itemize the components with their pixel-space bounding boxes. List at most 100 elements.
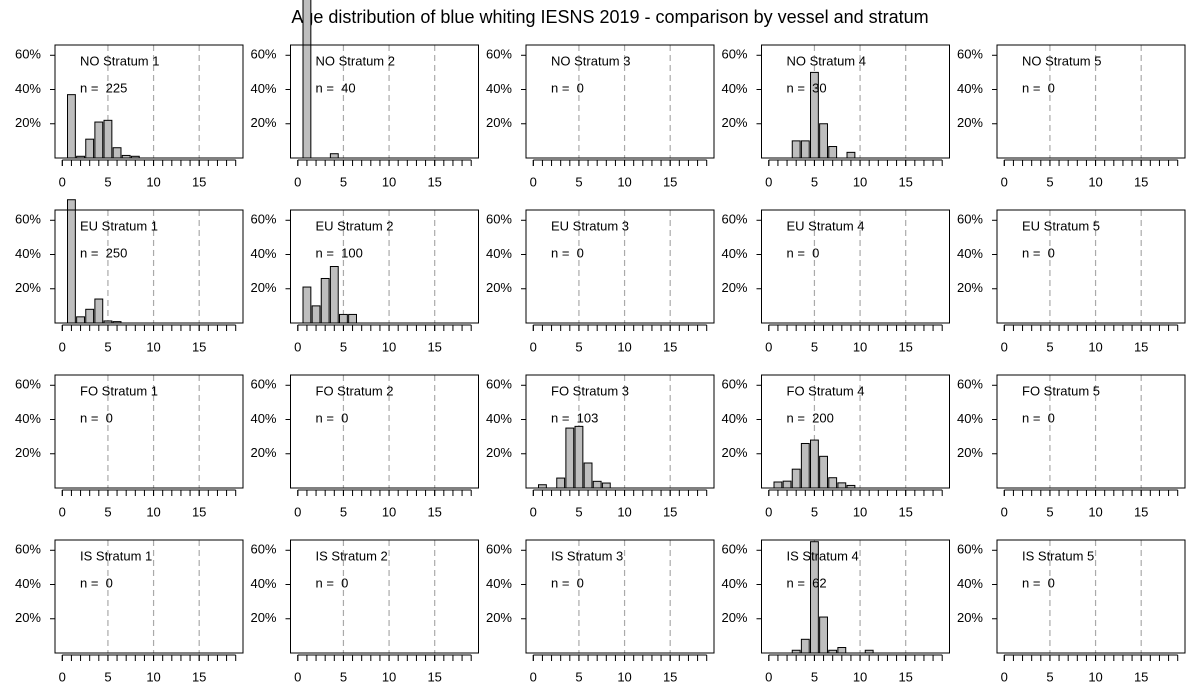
x-tick-label: 5 <box>1046 669 1053 684</box>
x-tick-label: 0 <box>59 174 66 189</box>
bar <box>819 123 828 159</box>
panel-title: IS Stratum 1 <box>80 548 152 563</box>
y-tick-label: 60% <box>957 212 983 227</box>
y-tick-label: 20% <box>250 280 276 295</box>
y-tick-label: 20% <box>15 115 41 130</box>
panel-annotation: n = 0 <box>316 410 349 425</box>
y-tick-label: 60% <box>486 47 512 62</box>
panel-annotation: n = 0 <box>1022 575 1055 590</box>
panel-annotation: n = 30 <box>787 80 827 95</box>
plot-frame <box>54 209 244 324</box>
x-tick-label: 0 <box>530 504 537 519</box>
bar <box>302 286 312 324</box>
y-tick-label: 40% <box>486 411 512 426</box>
y-tick-label: 20% <box>250 115 276 130</box>
bar <box>76 316 85 324</box>
x-tick-label: 10 <box>382 504 396 519</box>
x-tick-label: 10 <box>617 339 631 354</box>
x-tick-label: 10 <box>146 174 160 189</box>
bar <box>565 427 575 489</box>
x-tick-label: 0 <box>59 669 66 684</box>
y-tick-label: 20% <box>721 280 747 295</box>
panel-annotation: n = 225 <box>80 80 127 95</box>
y-tick-label: 60% <box>250 377 276 392</box>
bar <box>112 147 122 159</box>
y-tick-label: 20% <box>486 445 512 460</box>
x-tick-label: 5 <box>575 339 582 354</box>
y-tick-label: 40% <box>250 411 276 426</box>
x-tick-label: 15 <box>898 339 912 354</box>
x-tick-label: 10 <box>617 669 631 684</box>
x-tick-label: 5 <box>104 504 111 519</box>
panel-annotation: n = 62 <box>787 575 827 590</box>
plot-frame <box>54 539 244 654</box>
bar <box>583 462 593 489</box>
x-tick-label: 0 <box>1001 339 1008 354</box>
x-tick-label: 0 <box>765 339 772 354</box>
panel-title: EU Stratum 5 <box>1022 218 1100 233</box>
x-tick-label: 10 <box>853 174 867 189</box>
panel-title: FO Stratum 2 <box>316 383 394 398</box>
panel-title: FO Stratum 4 <box>787 383 865 398</box>
bar <box>103 119 113 159</box>
y-tick-label: 60% <box>721 542 747 557</box>
panel-annotation: n = 0 <box>1022 80 1055 95</box>
chart-title: Age distribution of blue whiting IESNS 2… <box>291 7 928 27</box>
y-tick-label: 20% <box>486 115 512 130</box>
y-tick-label: 20% <box>486 610 512 625</box>
bar <box>67 199 76 324</box>
bar <box>800 140 810 159</box>
panel-annotation: n = 0 <box>551 245 584 260</box>
y-tick-label: 20% <box>957 115 983 130</box>
bar <box>601 482 611 489</box>
x-tick-label: 0 <box>59 339 66 354</box>
x-tick-label: 15 <box>192 174 206 189</box>
x-tick-label: 15 <box>1134 669 1148 684</box>
x-tick-label: 0 <box>294 669 301 684</box>
y-tick-label: 40% <box>15 576 41 591</box>
y-tick-label: 40% <box>957 576 983 591</box>
plot-frame <box>290 539 479 654</box>
y-tick-label: 40% <box>721 81 747 96</box>
x-tick-label: 15 <box>427 669 441 684</box>
bar <box>810 439 819 489</box>
y-tick-label: 60% <box>15 47 41 62</box>
plot-frame <box>996 44 1186 159</box>
plot-frame <box>761 539 950 654</box>
panel-title: EU Stratum 3 <box>551 218 629 233</box>
panel-annotation: n = 0 <box>1022 245 1055 260</box>
bar <box>67 94 76 159</box>
x-tick-label: 15 <box>427 174 441 189</box>
bar <box>837 647 847 654</box>
x-tick-label: 15 <box>1134 504 1148 519</box>
x-tick-label: 15 <box>427 339 441 354</box>
x-tick-label: 5 <box>811 174 818 189</box>
y-tick-label: 60% <box>721 47 747 62</box>
x-tick-label: 5 <box>575 504 582 519</box>
y-tick-label: 20% <box>486 280 512 295</box>
x-tick-label: 0 <box>294 504 301 519</box>
y-tick-label: 40% <box>250 246 276 261</box>
y-tick-label: 20% <box>721 115 747 130</box>
x-tick-label: 5 <box>811 669 818 684</box>
panel-annotation: n = 0 <box>551 575 584 590</box>
y-tick-label: 60% <box>15 377 41 392</box>
y-tick-label: 60% <box>250 542 276 557</box>
y-tick-label: 20% <box>250 610 276 625</box>
bar <box>819 616 828 654</box>
x-tick-label: 5 <box>340 504 347 519</box>
x-tick-label: 15 <box>1134 339 1148 354</box>
x-tick-label: 10 <box>853 339 867 354</box>
y-tick-label: 60% <box>486 212 512 227</box>
panel-title: EU Stratum 4 <box>787 218 865 233</box>
y-tick-label: 20% <box>15 280 41 295</box>
bar <box>85 308 95 324</box>
y-tick-label: 40% <box>957 81 983 96</box>
panel-title: NO Stratum 5 <box>1022 53 1101 68</box>
x-tick-label: 10 <box>146 339 160 354</box>
bar <box>302 0 312 159</box>
x-tick-label: 15 <box>1134 174 1148 189</box>
plot-frame <box>54 44 244 159</box>
y-tick-label: 20% <box>721 610 747 625</box>
